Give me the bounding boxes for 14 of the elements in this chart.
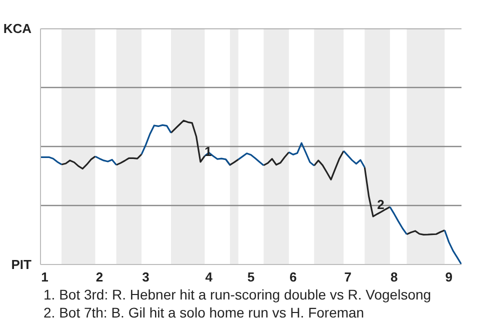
x-tick-label: 4 bbox=[205, 270, 214, 284]
x-tick-label: 2 bbox=[96, 270, 104, 284]
x-tick-label: 8 bbox=[390, 270, 398, 284]
x-tick-label: 7 bbox=[344, 270, 352, 284]
text: 2. Bot 7th: B. Gil hit a solo home run vs H. Foreman bbox=[44, 304, 364, 320]
x-tick-label: 6 bbox=[289, 270, 297, 284]
text: KCA bbox=[3, 21, 32, 36]
x-tick-label: 5 bbox=[247, 270, 255, 284]
annotation: 2 bbox=[377, 197, 384, 212]
x-tick-label: 9 bbox=[445, 270, 452, 284]
x-tick-label: 1 bbox=[41, 270, 48, 284]
x-tick-label: 3 bbox=[142, 270, 150, 284]
text: 1. Bot 3rd: R. Hebner hit a run-scoring double vs R. Vogelsong bbox=[44, 286, 432, 302]
text: PIT bbox=[11, 257, 32, 272]
